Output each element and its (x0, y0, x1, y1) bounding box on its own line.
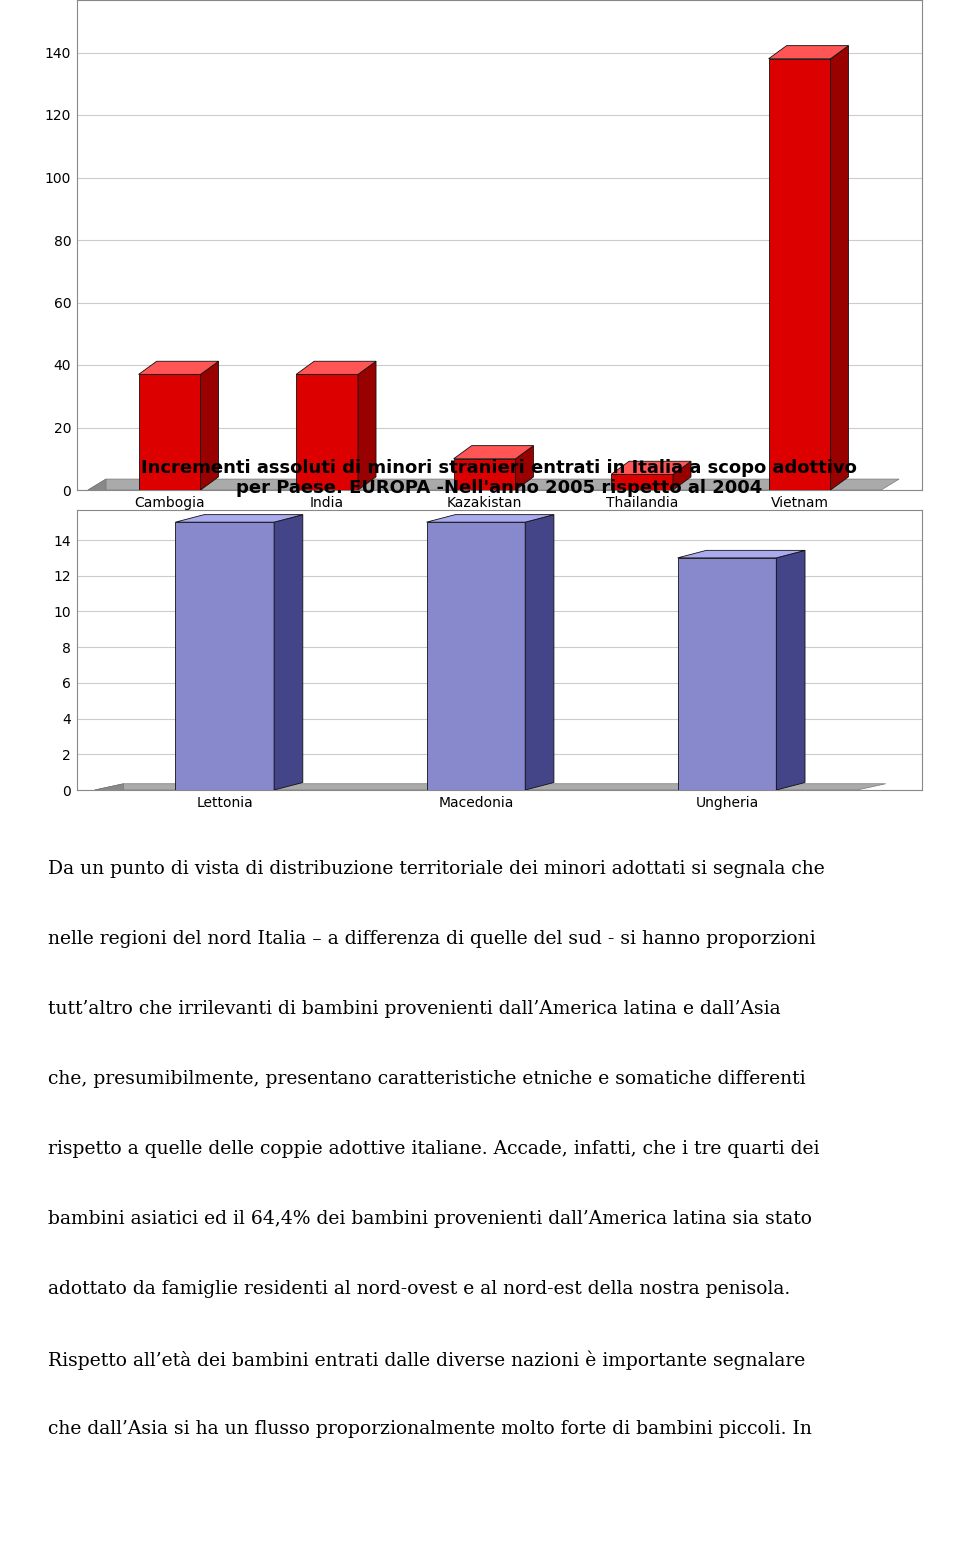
Polygon shape (678, 558, 777, 790)
Polygon shape (769, 45, 849, 59)
Text: Rispetto all’età dei bambini entrati dalle diverse nazioni è importante segnalar: Rispetto all’età dei bambini entrati dal… (48, 1350, 805, 1370)
Polygon shape (516, 446, 534, 490)
Polygon shape (275, 515, 302, 790)
Text: adottato da famiglie residenti al nord-ovest e al nord-est della nostra penisola: adottato da famiglie residenti al nord-o… (48, 1280, 790, 1298)
Text: rispetto a quelle delle coppie adottive italiane. Accade, infatti, che i tre qua: rispetto a quelle delle coppie adottive … (48, 1140, 820, 1158)
Polygon shape (673, 462, 691, 490)
Polygon shape (138, 375, 201, 490)
Polygon shape (138, 361, 219, 375)
Polygon shape (88, 479, 106, 494)
Polygon shape (201, 361, 219, 490)
Text: Da un punto di vista di distribuzione territoriale dei minori adottati si segnal: Da un punto di vista di distribuzione te… (48, 860, 825, 879)
Polygon shape (769, 59, 830, 490)
Text: che, presumibilmente, presentano caratteristiche etniche e somatiche differenti: che, presumibilmente, presentano caratte… (48, 1070, 805, 1088)
Polygon shape (612, 474, 673, 490)
Text: che dall’Asia si ha un flusso proporzionalmente molto forte di bambini piccoli. : che dall’Asia si ha un flusso proporzion… (48, 1420, 812, 1438)
Polygon shape (296, 375, 358, 490)
Polygon shape (358, 361, 376, 490)
Text: bambini asiatici ed il 64,4% dei bambini provenienti dall’America latina sia sta: bambini asiatici ed il 64,4% dei bambini… (48, 1210, 812, 1228)
Title: Incrementi assoluti di minori stranieri entrati in Italia a scopo adottivo
per P: Incrementi assoluti di minori stranieri … (141, 459, 857, 498)
Polygon shape (95, 784, 124, 793)
Polygon shape (830, 45, 849, 490)
Polygon shape (176, 515, 302, 522)
Polygon shape (426, 522, 525, 790)
Polygon shape (678, 550, 805, 558)
Polygon shape (88, 479, 900, 490)
Polygon shape (454, 446, 534, 459)
Polygon shape (426, 515, 554, 522)
Polygon shape (296, 361, 376, 375)
Polygon shape (454, 459, 516, 490)
Polygon shape (525, 515, 554, 790)
Polygon shape (95, 784, 886, 790)
Text: nelle regioni del nord Italia – a differenza di quelle del sud - si hanno propor: nelle regioni del nord Italia – a differ… (48, 930, 816, 949)
Polygon shape (176, 522, 275, 790)
Polygon shape (777, 550, 805, 790)
Text: tutt’altro che irrilevanti di bambini provenienti dall’America latina e dall’Asi: tutt’altro che irrilevanti di bambini pr… (48, 1000, 780, 1019)
Polygon shape (612, 462, 691, 474)
